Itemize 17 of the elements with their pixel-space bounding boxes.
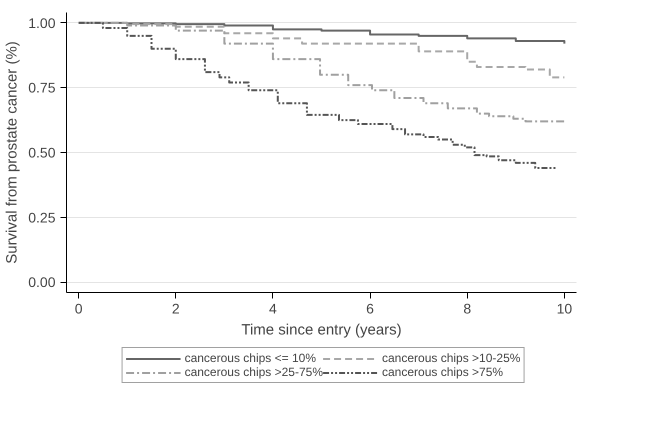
x-tick-label: 6 [366, 300, 374, 316]
x-tick-label: 8 [463, 300, 472, 316]
y-tick-label: 1.00 [28, 14, 56, 31]
legend-label: cancerous chips >10-25% [382, 351, 520, 365]
y-tick-label: 0.25 [28, 209, 56, 226]
y-tick-label: 0.50 [28, 144, 56, 160]
x-tick-label: 0 [74, 300, 83, 316]
y-tick-label: 0.00 [28, 274, 56, 290]
x-tick-label: 10 [556, 300, 572, 316]
y-axis-title: Survival from prostate cancer (%) [3, 41, 20, 264]
legend-label: cancerous chips >75% [382, 365, 504, 379]
legend-label: cancerous chips >25-75% [184, 365, 323, 379]
legend-label: cancerous chips <= 10% [184, 351, 316, 365]
y-tick-label: 0.75 [28, 80, 56, 96]
x-axis-title: Time since entry (years) [241, 322, 402, 338]
x-tick-label: 2 [172, 300, 180, 316]
x-tick-label: 4 [269, 300, 278, 316]
